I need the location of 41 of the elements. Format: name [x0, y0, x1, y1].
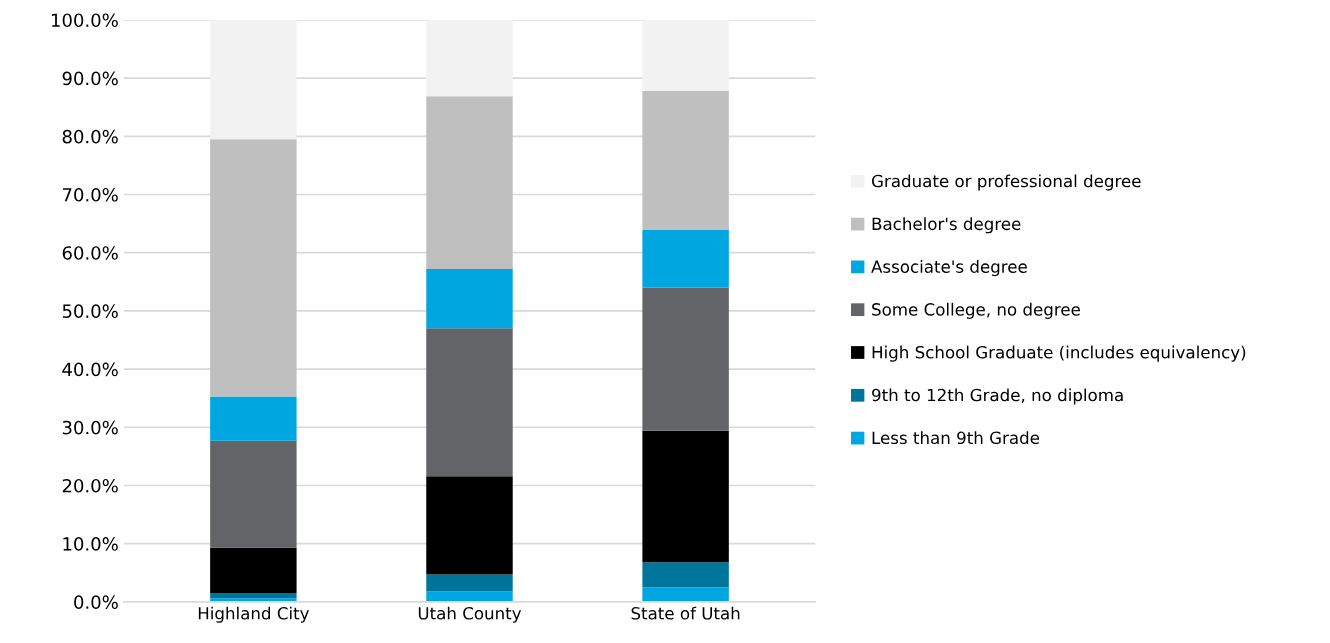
bar: [642, 230, 729, 288]
bar: [426, 96, 513, 269]
y-tick-label: 40.0%: [62, 362, 118, 377]
bar: [210, 547, 297, 594]
bar: [426, 591, 513, 602]
legend-label: Bachelor's degree: [872, 217, 1021, 234]
bar: [426, 476, 513, 575]
y-tick-label: 50.0%: [62, 304, 118, 319]
bar: [210, 593, 297, 599]
y-tick-label: 30.0%: [62, 420, 118, 435]
y-tick-label: 90.0%: [62, 71, 118, 86]
bar: [210, 19, 297, 140]
x-tick-label: Utah County: [418, 606, 522, 623]
bar: [210, 139, 297, 397]
bar: [426, 19, 513, 97]
x-tick-label: Highland City: [198, 606, 309, 623]
y-tick-label: 80.0%: [62, 129, 118, 144]
bar: [642, 90, 729, 230]
bar: [210, 396, 297, 441]
legend-label: Less than 9th Grade: [872, 431, 1040, 445]
y-tick-label: 10.0%: [63, 537, 118, 551]
bar: [642, 430, 729, 563]
legend-label: 9th to 12th Grade, no diploma: [872, 388, 1123, 405]
legend-label: Graduate or professional degree: [871, 174, 1141, 191]
y-tick-label: 100.0%: [51, 13, 118, 28]
bar: [642, 19, 729, 91]
bar: [426, 328, 513, 477]
bar: [426, 268, 513, 329]
y-tick-label: 70.0%: [62, 187, 118, 202]
bar: [642, 562, 729, 588]
x-tick-label: State of Utah: [631, 606, 740, 620]
legend-label: Associate's degree: [871, 260, 1027, 277]
legend-label: Some College, no degree: [872, 302, 1080, 319]
bar: [642, 587, 729, 602]
legend-label: High School Graduate (includes equivalency): [872, 345, 1246, 362]
bar: [426, 574, 513, 592]
y-tick-label: 0.0%: [74, 595, 118, 609]
bar: [642, 287, 729, 431]
bar: [210, 440, 297, 548]
y-tick-label: 20.0%: [62, 478, 118, 493]
y-tick-label: 60.0%: [62, 246, 118, 260]
